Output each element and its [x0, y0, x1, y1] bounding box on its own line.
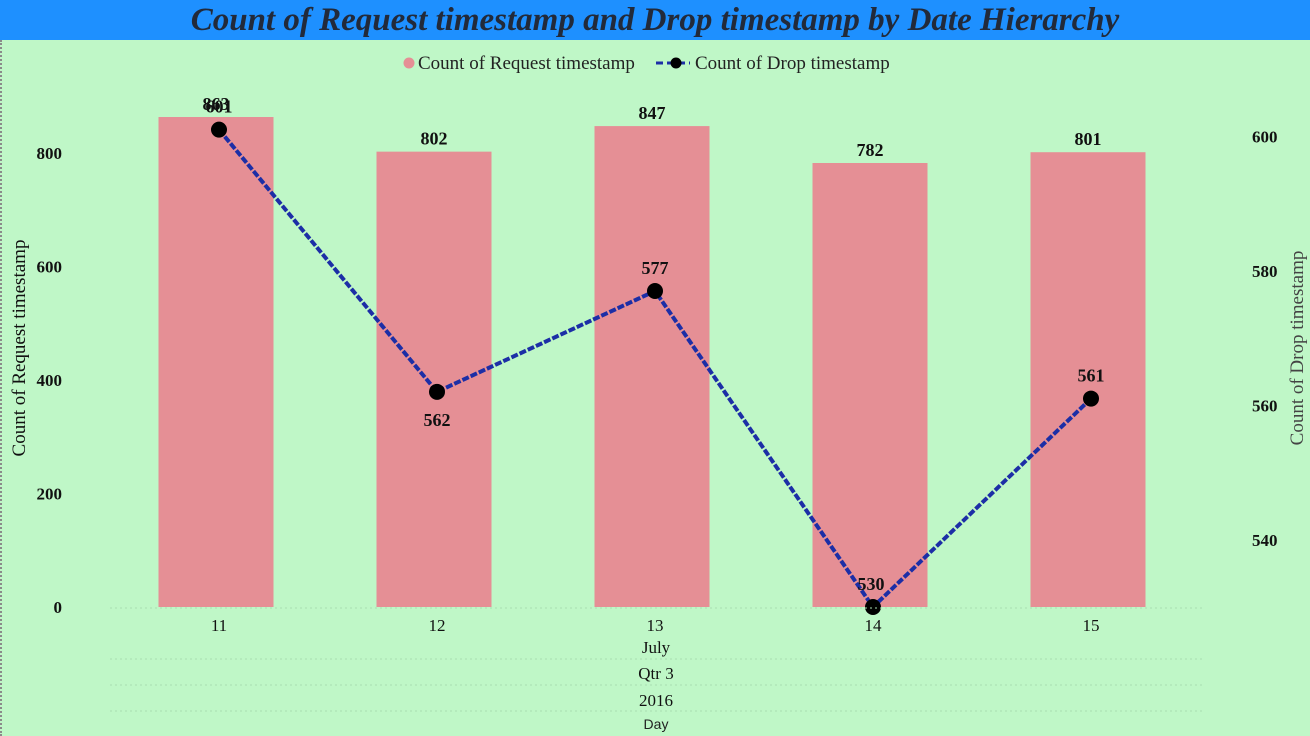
line-data-label: 577 [642, 258, 669, 278]
hierarchy-quarter: Qtr 3 [638, 664, 673, 683]
bar-data-label: 847 [639, 103, 666, 123]
left-axis-tick: 200 [37, 484, 63, 503]
bar[interactable] [594, 126, 710, 607]
bar-data-label: 802 [421, 129, 448, 149]
bar[interactable] [812, 162, 928, 607]
line-point[interactable] [1083, 390, 1099, 407]
line-point[interactable] [429, 383, 445, 400]
right-axis-tick: 600 [1252, 127, 1278, 146]
right-axis-tick: 540 [1252, 531, 1278, 550]
left-axis-tick: 400 [37, 371, 63, 390]
x-axis-tick: 12 [429, 616, 446, 635]
x-axis-tick: 14 [865, 616, 883, 635]
left-axis-tick: 800 [37, 144, 63, 163]
line-data-label: 562 [424, 410, 451, 430]
bar-data-label: 801 [1075, 129, 1102, 149]
line-data-label: 530 [858, 574, 885, 594]
bar-data-label: 863 [203, 94, 230, 114]
hierarchy-month: July [642, 638, 671, 657]
legend-line-marker-icon [670, 57, 682, 69]
chart-title: Count of Request timestamp and Drop time… [190, 1, 1120, 38]
right-axis-title: Count of Drop timestamp [1287, 251, 1308, 446]
line-point[interactable] [865, 599, 881, 615]
left-axis-tick: 600 [37, 257, 63, 276]
bar[interactable] [376, 151, 492, 608]
line-series [211, 121, 1099, 615]
x-axis-tick: 13 [647, 616, 664, 635]
left-axis: 0 200 400 600 800 [37, 144, 63, 617]
bar-data-label: 782 [857, 140, 884, 160]
right-axis-tick: 560 [1252, 396, 1278, 415]
legend-label-drop: Count of Drop timestamp [695, 53, 890, 74]
right-axis: 540 560 580 600 [1252, 127, 1278, 549]
data-labels: 863 802 847 782 801 601 562 577 530 561 [203, 94, 1105, 594]
right-axis-tick: 580 [1252, 262, 1278, 281]
bar[interactable] [1030, 152, 1146, 607]
x-axis-title: Day [644, 716, 669, 732]
left-border [0, 40, 2, 736]
legend-bar-marker-icon [403, 57, 415, 69]
x-axis-tick: 11 [211, 616, 227, 635]
x-axis-tick: 15 [1083, 616, 1100, 635]
bar[interactable] [158, 117, 274, 607]
line-data-label: 561 [1078, 366, 1105, 386]
x-axis: 11 12 13 14 15 [211, 616, 1100, 635]
line-point[interactable] [647, 282, 663, 299]
left-axis-tick: 0 [54, 598, 63, 617]
title-bar: Count of Request timestamp and Drop time… [0, 0, 1310, 40]
line-point[interactable] [211, 121, 227, 138]
legend: Count of Request timestamp Count of Drop… [403, 53, 890, 74]
left-axis-title: Count of Request timestamp [9, 240, 30, 457]
bar-series [158, 117, 1146, 608]
line-data-label: 601 [206, 97, 233, 117]
legend-label-request: Count of Request timestamp [418, 53, 635, 74]
hierarchy-year: 2016 [639, 691, 673, 710]
